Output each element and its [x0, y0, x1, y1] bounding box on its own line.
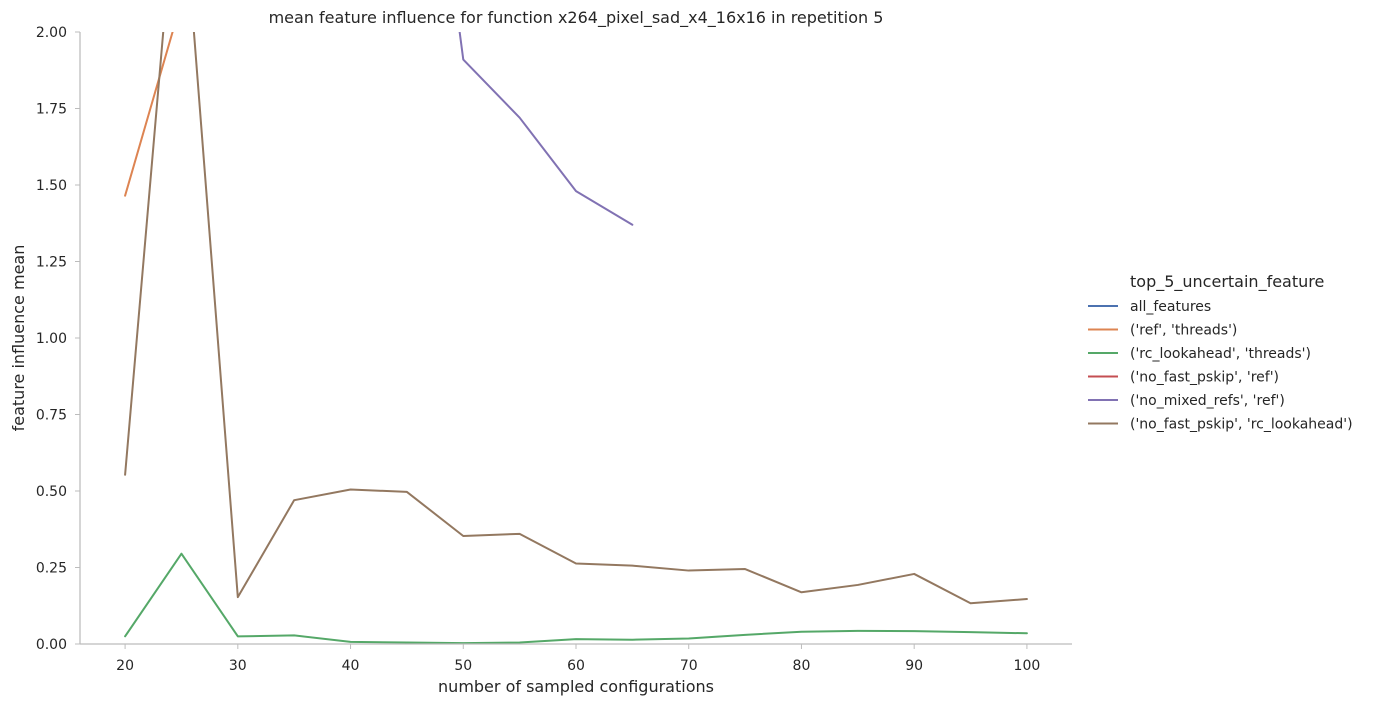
y-ticks: 0.00 0.25 0.50 0.75 1.00 1.25 1.50 1.75 2.00 — [36, 25, 80, 653]
x-tick-label: 100 — [1014, 658, 1041, 674]
x-tick-label: 70 — [680, 658, 698, 674]
x-tick-label: 60 — [567, 658, 585, 674]
y-tick-label: 1.75 — [36, 102, 67, 118]
legend-entry: ('no_fast_pskip', 'ref') — [1130, 370, 1279, 386]
x-tick-label: 40 — [342, 658, 360, 674]
x-tick-label: 90 — [905, 658, 923, 674]
legend: top_5_uncertain_feature all_features ('re… — [1088, 272, 1353, 433]
y-tick-label: 1.50 — [36, 178, 67, 194]
chart-title: mean feature influence for function x264… — [269, 8, 884, 28]
y-axis-label: feature influence mean — [9, 245, 28, 432]
legend-entry: ('ref', 'threads') — [1130, 323, 1237, 339]
series-line — [124, 552, 1028, 644]
series-line — [124, 32, 174, 197]
x-axis-label: number of sampled configurations — [438, 677, 714, 696]
y-tick-label: 0.25 — [36, 561, 67, 577]
legend-entry: ('no_fast_pskip', 'rc_lookahead') — [1130, 417, 1353, 433]
x-tick-label: 30 — [229, 658, 247, 674]
x-tick-label: 50 — [454, 658, 472, 674]
legend-entry: ('rc_lookahead', 'threads') — [1130, 346, 1311, 362]
legend-entry: ('no_mixed_refs', 'ref') — [1130, 393, 1285, 409]
x-ticks: 20 30 40 50 60 70 80 90 100 — [116, 644, 1040, 674]
y-tick-label: 0.50 — [36, 484, 67, 500]
legend-entry: all_features — [1130, 299, 1211, 315]
y-tick-label: 2.00 — [36, 25, 67, 41]
series-layer — [124, 32, 1028, 644]
y-tick-label: 1.25 — [36, 255, 67, 271]
series-line — [124, 32, 1028, 605]
x-tick-label: 80 — [793, 658, 811, 674]
x-tick-label: 20 — [116, 658, 134, 674]
y-tick-label: 0.75 — [36, 408, 67, 424]
legend-title: top_5_uncertain_feature — [1130, 272, 1324, 292]
series-line — [458, 32, 634, 226]
y-tick-label: 0.00 — [36, 637, 67, 653]
y-tick-label: 1.00 — [36, 331, 67, 347]
